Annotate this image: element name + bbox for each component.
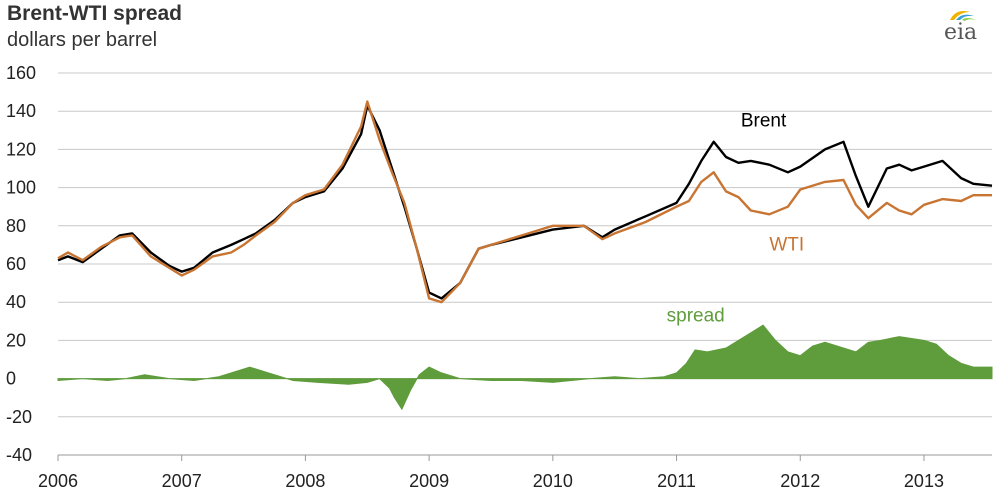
eia-logo: eia	[936, 8, 986, 48]
y-tick-label: -20	[6, 407, 32, 427]
y-tick-label: 160	[6, 63, 36, 83]
y-axis: -40 -20 0 20 40 60 80 100 120 140 160	[6, 63, 36, 465]
y-tick-label: 100	[6, 178, 36, 198]
series-spread-area	[57, 324, 993, 411]
annotation-spread: spread	[667, 305, 725, 326]
y-tick-label: 80	[6, 216, 26, 236]
y-tick-label: 120	[6, 139, 36, 159]
x-tick-label: 2009	[409, 471, 449, 491]
x-tick-label: 2010	[533, 471, 573, 491]
logo-text: eia	[944, 20, 978, 45]
chart-subtitle: dollars per barrel	[7, 29, 158, 51]
annotation-wti: WTI	[769, 235, 804, 256]
annotation-brent: Brent	[741, 110, 787, 131]
y-tick-label: 140	[6, 101, 36, 121]
series-brent-line	[57, 104, 993, 300]
y-tick-label: 40	[6, 292, 26, 312]
x-tick-label: 2013	[904, 471, 944, 491]
series-group	[57, 100, 993, 411]
y-tick-label: 60	[6, 254, 26, 274]
x-tick-label: 2007	[162, 471, 202, 491]
series-wti-line	[57, 100, 992, 304]
eia-logo-icon	[950, 11, 976, 21]
x-tick-label: 2011	[657, 471, 696, 491]
y-tick-label: 20	[6, 330, 26, 350]
x-tick-label: 2008	[285, 471, 325, 491]
chart-title: Brent-WTI spread	[7, 2, 183, 25]
x-tick-label: 2012	[780, 471, 820, 491]
y-tick-label: -40	[6, 445, 32, 465]
x-axis: 2006 2007 2008 2009 2010 2011 2012 2013	[38, 454, 992, 491]
y-tick-label: 0	[6, 369, 16, 389]
annotations: Brent WTI spread	[667, 110, 805, 326]
x-tick-label: 2006	[38, 471, 78, 491]
